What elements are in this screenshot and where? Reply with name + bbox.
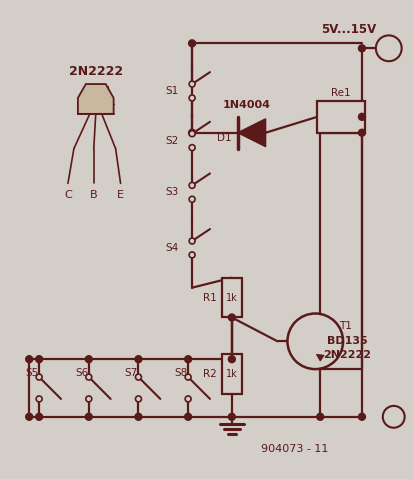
Circle shape xyxy=(135,374,141,380)
Circle shape xyxy=(86,374,92,380)
Circle shape xyxy=(358,114,366,120)
Polygon shape xyxy=(316,354,324,361)
Text: S3: S3 xyxy=(165,187,178,197)
Text: S6: S6 xyxy=(75,368,88,378)
Circle shape xyxy=(36,396,42,402)
Text: S1: S1 xyxy=(165,86,178,96)
Text: BD135: BD135 xyxy=(327,336,367,346)
Text: 1k: 1k xyxy=(226,369,238,379)
Circle shape xyxy=(189,238,195,244)
Circle shape xyxy=(36,374,42,380)
Circle shape xyxy=(189,196,195,202)
Bar xyxy=(317,101,365,133)
Circle shape xyxy=(85,356,92,363)
Bar xyxy=(222,278,242,318)
Circle shape xyxy=(189,81,195,87)
Text: 904073 - 11: 904073 - 11 xyxy=(261,444,328,454)
Circle shape xyxy=(26,356,33,363)
Circle shape xyxy=(185,413,192,420)
Circle shape xyxy=(228,413,235,420)
Circle shape xyxy=(317,413,324,420)
Text: T1: T1 xyxy=(339,321,351,331)
Polygon shape xyxy=(238,119,266,147)
Circle shape xyxy=(36,413,43,420)
Circle shape xyxy=(189,252,195,258)
Text: B: B xyxy=(90,190,97,200)
Text: 2N2222: 2N2222 xyxy=(323,350,371,360)
Circle shape xyxy=(135,356,142,363)
Circle shape xyxy=(85,413,92,420)
Circle shape xyxy=(185,356,192,363)
Circle shape xyxy=(135,396,141,402)
Text: Re1: Re1 xyxy=(331,88,351,98)
Bar xyxy=(222,354,242,394)
Circle shape xyxy=(358,129,366,136)
Circle shape xyxy=(358,413,366,420)
Circle shape xyxy=(36,356,43,363)
Text: S5: S5 xyxy=(25,368,38,378)
Text: S2: S2 xyxy=(165,136,178,146)
Text: E: E xyxy=(117,190,124,200)
Circle shape xyxy=(189,95,195,101)
Text: 5V...15V: 5V...15V xyxy=(321,23,377,36)
Circle shape xyxy=(189,182,195,188)
Text: 2N2222: 2N2222 xyxy=(69,65,123,78)
Text: D1: D1 xyxy=(216,133,231,143)
Circle shape xyxy=(26,413,33,420)
Text: R2: R2 xyxy=(203,369,217,379)
Text: 1k: 1k xyxy=(226,293,238,303)
Circle shape xyxy=(383,406,405,428)
Circle shape xyxy=(86,396,92,402)
Circle shape xyxy=(189,131,195,137)
Text: C: C xyxy=(64,190,72,200)
Circle shape xyxy=(287,313,343,369)
Circle shape xyxy=(358,45,366,52)
Circle shape xyxy=(185,396,191,402)
Text: 1N4004: 1N4004 xyxy=(223,100,271,110)
Text: S7: S7 xyxy=(125,368,138,378)
Circle shape xyxy=(189,129,196,136)
Circle shape xyxy=(185,374,191,380)
Text: R1: R1 xyxy=(203,293,217,303)
Text: O: O xyxy=(389,411,399,423)
Text: S4: S4 xyxy=(165,243,178,253)
Circle shape xyxy=(228,356,235,363)
Polygon shape xyxy=(78,84,114,114)
Circle shape xyxy=(135,413,142,420)
Circle shape xyxy=(189,145,195,150)
Circle shape xyxy=(376,35,402,61)
Circle shape xyxy=(189,40,196,47)
Text: S8: S8 xyxy=(174,368,188,378)
Circle shape xyxy=(228,314,235,321)
